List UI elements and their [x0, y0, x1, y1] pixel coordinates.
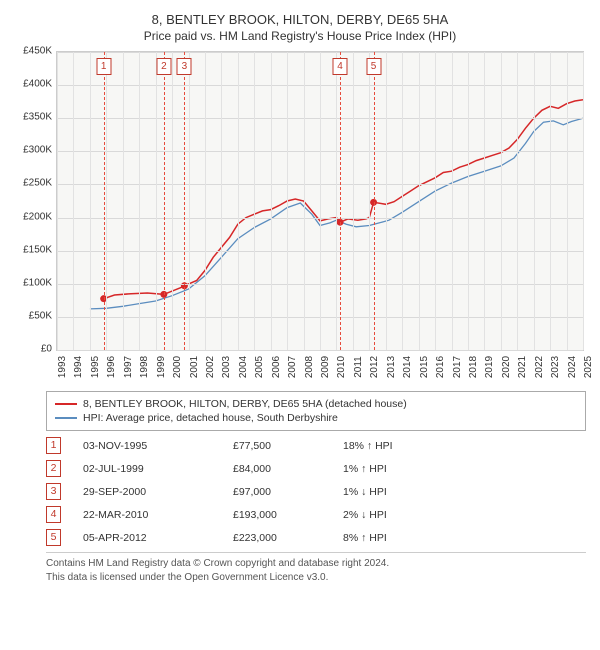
sale-date: 22-MAR-2010: [83, 509, 233, 521]
x-tick-label: 2014: [402, 356, 413, 378]
x-tick-label: 2013: [386, 356, 397, 378]
chart-title: 8, BENTLEY BROOK, HILTON, DERBY, DE65 5H…: [10, 12, 590, 27]
sale-date: 05-APR-2012: [83, 532, 233, 544]
x-tick-label: 1997: [123, 356, 134, 378]
y-tick-label: £0: [10, 344, 52, 355]
x-tick-label: 2017: [452, 356, 463, 378]
x-tick-label: 2016: [435, 356, 446, 378]
x-tick-label: 2001: [189, 356, 200, 378]
x-tick-label: 1998: [139, 356, 150, 378]
sale-hpi-delta: 1% ↓ HPI: [343, 486, 387, 498]
x-tick-label: 2025: [583, 356, 594, 378]
chart-area: 1993 1994 1995 1996 1997 1998 1999 2000 2001 2002…: [56, 51, 584, 381]
x-tick-label: 2006: [271, 356, 282, 378]
sale-index-badge: 1: [46, 437, 61, 454]
sale-hpi-delta: 18% ↑ HPI: [343, 440, 393, 452]
sale-hpi-delta: 1% ↑ HPI: [343, 463, 387, 475]
x-tick-label: 2007: [287, 356, 298, 378]
x-tick-label: 1994: [73, 356, 84, 378]
y-tick-label: £450K: [10, 46, 52, 57]
sale-index-badge: 5: [46, 529, 61, 546]
y-tick-label: £350K: [10, 112, 52, 123]
x-tick-label: 2003: [221, 356, 232, 378]
sale-index-badge: 4: [46, 506, 61, 523]
sale-date: 03-NOV-1995: [83, 440, 233, 452]
y-tick-label: £50K: [10, 310, 52, 321]
x-tick-label: 2000: [172, 356, 183, 378]
sale-hpi-delta: 8% ↑ HPI: [343, 532, 387, 544]
sale-price: £77,500: [233, 440, 343, 452]
sale-price: £193,000: [233, 509, 343, 521]
sale-row: 1 03-NOV-1995£77,50018% ↑ HPI: [46, 437, 586, 454]
marker-badge: 1: [96, 58, 111, 75]
x-tick-label: 1995: [90, 356, 101, 378]
sale-row: 3 29-SEP-2000£97,0001% ↓ HPI: [46, 483, 586, 500]
y-tick-label: £300K: [10, 145, 52, 156]
legend-item: 8, BENTLEY BROOK, HILTON, DERBY, DE65 5H…: [55, 398, 577, 410]
x-tick-label: 2012: [369, 356, 380, 378]
legend-label: HPI: Average price, detached house, Sout…: [83, 412, 338, 424]
sale-date: 29-SEP-2000: [83, 486, 233, 498]
footer-line: This data is licensed under the Open Gov…: [46, 571, 586, 585]
x-tick-label: 1999: [156, 356, 167, 378]
x-tick-label: 2022: [534, 356, 545, 378]
sale-row: 2 02-JUL-1999£84,0001% ↑ HPI: [46, 460, 586, 477]
chart-subtitle: Price paid vs. HM Land Registry's House …: [10, 29, 590, 43]
sale-hpi-delta: 2% ↓ HPI: [343, 509, 387, 521]
marker-line: [104, 52, 105, 350]
marker-line: [164, 52, 165, 350]
x-tick-label: 2002: [205, 356, 216, 378]
y-tick-label: £150K: [10, 244, 52, 255]
marker-badge: 4: [333, 58, 348, 75]
sale-price: £223,000: [233, 532, 343, 544]
sale-price: £84,000: [233, 463, 343, 475]
y-tick-label: £250K: [10, 178, 52, 189]
y-tick-label: £100K: [10, 277, 52, 288]
x-tick-label: 2005: [254, 356, 265, 378]
marker-badge: 3: [177, 58, 192, 75]
x-tick-label: 1993: [57, 356, 68, 378]
footer-line: Contains HM Land Registry data © Crown c…: [46, 557, 586, 571]
sale-date: 02-JUL-1999: [83, 463, 233, 475]
sale-price: £97,000: [233, 486, 343, 498]
legend: 8, BENTLEY BROOK, HILTON, DERBY, DE65 5H…: [46, 391, 586, 431]
legend-item: HPI: Average price, detached house, Sout…: [55, 412, 577, 424]
sales-table: 1 03-NOV-1995£77,50018% ↑ HPI 2 02-JUL-1999…: [46, 437, 586, 546]
y-tick-label: £400K: [10, 79, 52, 90]
marker-line: [184, 52, 185, 350]
x-tick-label: 2004: [238, 356, 249, 378]
sale-index-badge: 2: [46, 460, 61, 477]
x-tick-label: 2009: [320, 356, 331, 378]
marker-badge: 5: [366, 58, 381, 75]
x-tick-label: 2015: [419, 356, 430, 378]
x-tick-label: 2019: [484, 356, 495, 378]
x-tick-label: 2018: [468, 356, 479, 378]
legend-label: 8, BENTLEY BROOK, HILTON, DERBY, DE65 5H…: [83, 398, 407, 410]
x-tick-label: 2010: [336, 356, 347, 378]
sale-row: 5 05-APR-2012£223,0008% ↑ HPI: [46, 529, 586, 546]
legend-swatch: [55, 417, 77, 419]
y-tick-label: £200K: [10, 211, 52, 222]
marker-line: [340, 52, 341, 350]
x-tick-label: 2008: [304, 356, 315, 378]
footer: Contains HM Land Registry data © Crown c…: [46, 552, 586, 584]
marker-line: [374, 52, 375, 350]
series-line: [104, 100, 583, 299]
x-tick-label: 2021: [517, 356, 528, 378]
x-tick-label: 1996: [106, 356, 117, 378]
x-tick-label: 2023: [550, 356, 561, 378]
x-tick-label: 2024: [567, 356, 578, 378]
x-tick-label: 2020: [501, 356, 512, 378]
legend-swatch: [55, 403, 77, 405]
x-tick-label: 2011: [353, 356, 364, 378]
sale-index-badge: 3: [46, 483, 61, 500]
plot-area: 1993199419951996199719981999200020012002…: [56, 51, 584, 351]
sale-row: 4 22-MAR-2010£193,0002% ↓ HPI: [46, 506, 586, 523]
marker-badge: 2: [156, 58, 171, 75]
